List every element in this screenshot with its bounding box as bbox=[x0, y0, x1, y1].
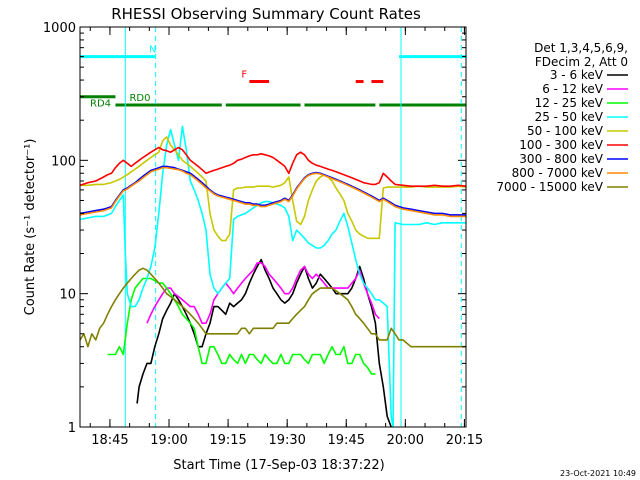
legend-entry-3-6-kev: 3 - 6 keV bbox=[550, 68, 604, 82]
y-axis: 1 10 100 1000 bbox=[43, 21, 466, 436]
y-tick-label: 10 bbox=[59, 288, 76, 303]
timestamp-label: 23-Oct-2021 10:49 bbox=[560, 469, 636, 478]
y-tick-label: 100 bbox=[51, 154, 76, 169]
event-bar-label-rd4: RD4 bbox=[90, 99, 111, 110]
x-tick-label: 19:15 bbox=[209, 433, 246, 448]
legend-entry-50-100-kev: 50 - 100 keV bbox=[527, 124, 604, 138]
event-bar-label-f: F bbox=[241, 70, 247, 81]
cyan-vertical-markers bbox=[124, 27, 462, 427]
event-bar-label-rd0: RD0 bbox=[129, 93, 150, 104]
legend-entry-100-300-kev: 100 - 300 keV bbox=[519, 138, 603, 152]
chart-title: RHESSI Observing Summary Count Rates bbox=[111, 5, 421, 23]
legend-header-line: FDecim 2, Att 0 bbox=[535, 55, 628, 69]
series-7000-15000-kev bbox=[79, 267, 466, 348]
legend: Det 1,3,4,5,6,9,FDecim 2, Att 03 - 6 keV… bbox=[496, 41, 628, 194]
y-tick-label: 1000 bbox=[43, 21, 76, 36]
legend-header-line: Det 1,3,4,5,6,9, bbox=[534, 41, 628, 55]
event-bar-label-n: N bbox=[149, 45, 156, 56]
x-tick-label: 19:45 bbox=[328, 433, 365, 448]
legend-entry-12-25-kev: 12 - 25 keV bbox=[535, 96, 604, 110]
legend-entry-6-12-kev: 6 - 12 keV bbox=[542, 82, 604, 96]
x-tick-label: 20:00 bbox=[387, 433, 424, 448]
y-tick-label: 1 bbox=[68, 421, 76, 436]
series-800-7000-kev bbox=[79, 166, 466, 218]
series-3-6-kev bbox=[136, 258, 392, 428]
series-300-800-kev bbox=[79, 165, 466, 216]
series-6-12-kev bbox=[146, 262, 380, 324]
legend-entry-300-800-kev: 300 - 800 keV bbox=[519, 152, 603, 166]
series-lines bbox=[79, 125, 467, 428]
x-tick-label: 19:30 bbox=[268, 433, 305, 448]
series-12-25-kev bbox=[107, 277, 376, 375]
x-tick-label: 18:45 bbox=[91, 433, 128, 448]
event-bars: N F RD0 RD4 bbox=[80, 45, 466, 110]
legend-entry-7000-15000-kev: 7000 - 15000 keV bbox=[496, 180, 603, 194]
legend-entry-25-50-kev: 25 - 50 keV bbox=[535, 110, 604, 124]
legend-entry-800-7000-kev: 800 - 7000 keV bbox=[512, 166, 604, 180]
x-axis: 18:45 19:00 19:15 19:30 19:45 20:00 20:15 bbox=[89, 27, 483, 448]
y-axis-label: Count Rate (s⁻¹ detector⁻¹) bbox=[23, 139, 38, 316]
x-axis-label: Start Time (17-Sep-03 18:37:22) bbox=[173, 458, 384, 473]
series-25-50-kev bbox=[79, 125, 466, 428]
series-50-100-kev bbox=[80, 136, 467, 242]
series-100-300-kev bbox=[79, 146, 467, 187]
x-tick-label: 20:15 bbox=[446, 433, 483, 448]
x-tick-label: 19:00 bbox=[150, 433, 187, 448]
plot-frame bbox=[79, 26, 467, 428]
